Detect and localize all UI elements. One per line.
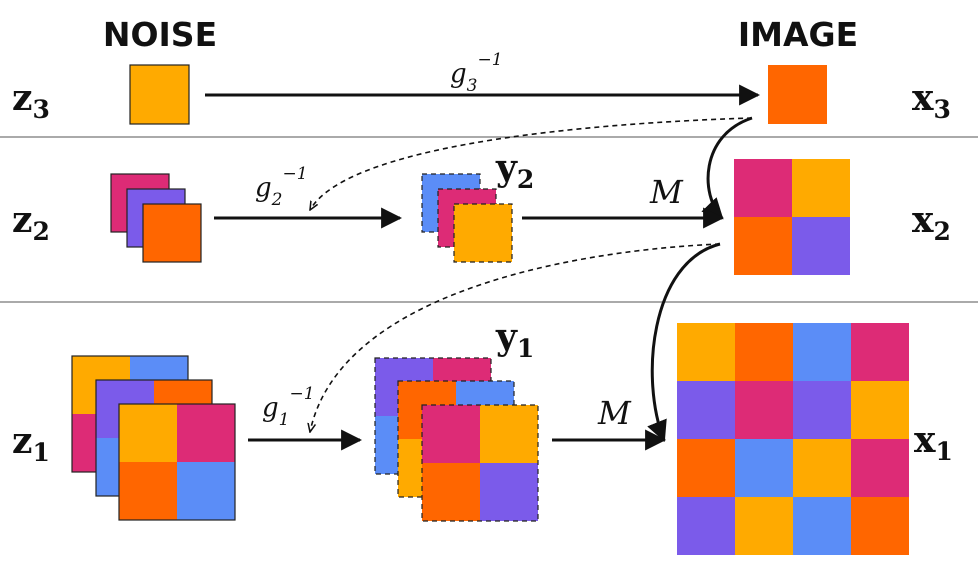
z1-noise-stack [71,355,236,521]
x1-image-grid [677,323,909,555]
x2-image-grid [734,159,850,275]
y2-latent-stack [421,173,513,263]
m1-map-label: M [597,394,632,432]
x3-label: x3 [912,77,951,124]
image-header: IMAGE [738,15,858,54]
x1-label: x1 [914,419,953,466]
curved-map-arrow-2-to-1 [647,242,721,442]
dashed-feedback-arrow-3-to-2 [310,117,753,210]
z2-noise-stack [110,173,202,263]
z3-noise-square [129,64,190,125]
x3-image-square [768,65,827,124]
x2-label: x2 [912,199,951,246]
z3-label: z3 [12,77,50,124]
y1-label: y1 [495,316,534,363]
g2-inverse-label: g2−1 [255,164,308,210]
g1-inverse-label: g1−1 [262,384,315,430]
y2-label: y2 [495,147,534,194]
z2-label: z2 [12,199,50,246]
m2-map-label: M [649,173,684,211]
noise-header: NOISE [103,15,217,54]
z1-label: z1 [12,420,50,467]
g3-inverse-label: g3−1 [450,50,503,96]
y1-latent-stack [374,357,539,522]
dashed-feedback-arrow-2-to-1 [310,243,721,432]
